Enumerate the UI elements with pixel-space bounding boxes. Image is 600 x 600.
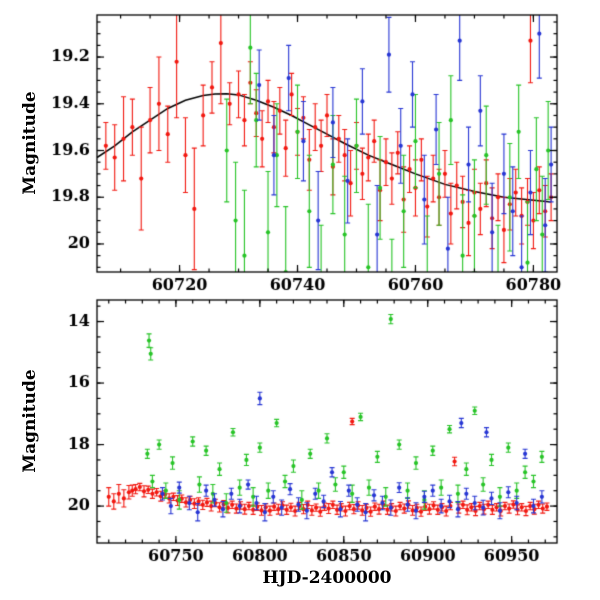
x-axis-label: HJD-2400000 <box>262 568 392 588</box>
bottom-panel-y-axis-label: Magnitude <box>20 369 40 473</box>
top-panel-y-axis-label: Magnitude <box>20 91 40 195</box>
